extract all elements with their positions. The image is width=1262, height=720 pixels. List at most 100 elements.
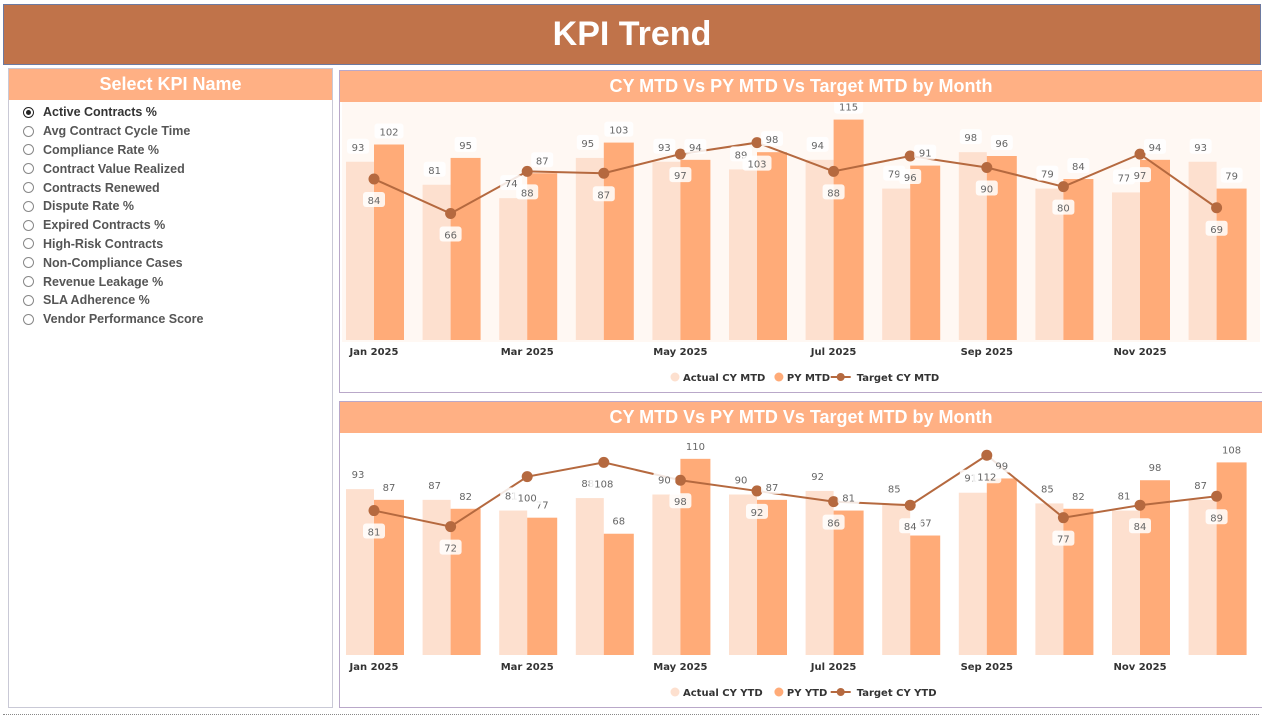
kpi-option[interactable]: High-Risk Contracts <box>9 235 332 254</box>
radio-button-icon[interactable] <box>23 200 34 212</box>
actual-data-label: 81 <box>505 492 518 503</box>
py-data-label: 96 <box>995 139 1008 150</box>
target-data-label-bg <box>1205 220 1228 236</box>
target-data-label-bg <box>1052 530 1075 546</box>
actual-bar <box>652 161 681 340</box>
radio-button-icon[interactable] <box>23 106 34 118</box>
target-data-label-bg <box>589 475 619 491</box>
py-data-label: 87 <box>536 156 549 167</box>
actual-data-label: 89 <box>735 150 748 161</box>
actual-bar <box>958 492 987 655</box>
target-data-label-bg <box>363 192 385 207</box>
target-point <box>1134 148 1146 160</box>
kpi-option[interactable]: Vendor Performance Score <box>9 310 332 329</box>
radio-button-icon[interactable] <box>23 219 34 231</box>
x-tick-label: May 2025 <box>653 662 707 673</box>
x-tick-label: Mar 2025 <box>501 347 554 358</box>
py-data-label-bg <box>607 512 630 528</box>
actual-data-label: 91 <box>964 474 977 485</box>
actual-bar <box>575 157 604 340</box>
target-data-label-bg <box>746 503 768 519</box>
radio-button-icon[interactable] <box>23 257 34 269</box>
kpi-option[interactable]: Contracts Renewed <box>9 178 332 197</box>
actual-data-label: 88 <box>581 479 594 490</box>
py-data-label-bg <box>761 478 783 494</box>
target-point <box>904 499 916 511</box>
target-data-label-bg <box>822 514 845 530</box>
py-data-label: 95 <box>459 141 472 152</box>
target-data-label: 92 <box>751 508 764 519</box>
radio-button-icon[interactable] <box>23 276 34 288</box>
actual-data-label: 74 <box>505 179 518 190</box>
py-data-label: 67 <box>919 519 932 530</box>
py-data-label: 82 <box>1072 492 1085 503</box>
chart-title: CY MTD Vs PY MTD Vs Target MTD by Month <box>340 71 1262 102</box>
radio-button-icon[interactable] <box>23 144 34 156</box>
py-data-label: 102 <box>379 128 398 139</box>
target-data-label: 112 <box>977 472 996 483</box>
target-data-label: 88 <box>827 188 840 199</box>
radio-button-icon[interactable] <box>23 313 34 325</box>
py-data-label: 110 <box>686 442 705 453</box>
actual-data-label: 87 <box>1194 481 1207 492</box>
target-data-label: 98 <box>674 497 687 508</box>
kpi-option[interactable]: Avg Contract Cycle Time <box>9 122 332 141</box>
py-bar <box>450 157 481 340</box>
legend-marker-icon <box>774 372 784 382</box>
actual-bar <box>1188 499 1217 655</box>
actual-bar <box>1112 192 1140 340</box>
py-data-label-bg <box>604 121 634 137</box>
actual-data-label-bg <box>423 161 446 177</box>
kpi-option[interactable]: Revenue Leakage % <box>9 272 332 291</box>
radio-button-icon[interactable] <box>23 163 34 175</box>
actual-data-label: 77 <box>1118 173 1131 184</box>
target-point <box>598 456 610 468</box>
radio-button-icon[interactable] <box>23 182 34 194</box>
py-data-label-bg <box>680 437 710 453</box>
radio-button-icon[interactable] <box>23 125 34 137</box>
target-data-label: 90 <box>980 185 993 196</box>
actual-data-label: 90 <box>735 476 748 487</box>
py-bar <box>757 152 787 340</box>
actual-data-label-bg <box>347 466 369 482</box>
legend-marker-icon <box>670 687 680 697</box>
x-tick-label: Nov 2025 <box>1113 347 1166 358</box>
py-data-label: 115 <box>839 103 858 114</box>
actual-data-label: 95 <box>581 139 594 150</box>
py-data-label: 103 <box>609 126 628 137</box>
actual-bar <box>499 510 528 655</box>
kpi-option[interactable]: Dispute Rate % <box>9 197 332 216</box>
target-data-label-bg <box>1129 167 1151 183</box>
py-data-label: 87 <box>383 483 396 494</box>
py-data-label-bg <box>374 123 404 139</box>
actual-data-label-bg <box>806 136 829 152</box>
kpi-option[interactable]: SLA Adherence % <box>9 291 332 310</box>
actual-bar <box>652 494 681 655</box>
actual-data-label: 87 <box>428 481 441 492</box>
actual-data-label: 79 <box>1041 170 1054 181</box>
radio-button-icon[interactable] <box>23 294 34 306</box>
target-point <box>521 471 533 483</box>
kpi-option[interactable]: Non-Compliance Cases <box>9 253 332 272</box>
radio-button-icon[interactable] <box>23 238 34 250</box>
slicer-title: Select KPI Name <box>9 69 332 100</box>
actual-data-label-bg <box>653 471 676 487</box>
target-data-label-bg <box>1052 199 1075 215</box>
kpi-option[interactable]: Active Contracts % <box>9 103 332 122</box>
legend-marker-icon <box>670 372 680 382</box>
target-point <box>981 162 993 173</box>
legend-marker-icon <box>774 687 784 697</box>
actual-data-label: 81 <box>428 166 441 177</box>
kpi-option[interactable]: Contract Value Realized <box>9 159 332 178</box>
kpi-option-label: Contracts Renewed <box>43 180 160 195</box>
legend-label: Actual CY YTD <box>683 688 763 699</box>
target-data-label: 86 <box>827 519 840 530</box>
target-data-label-bg <box>516 184 539 200</box>
kpi-option[interactable]: Compliance Rate % <box>9 141 332 160</box>
kpi-option-label: High-Risk Contracts <box>43 236 164 251</box>
page-title: KPI Trend <box>552 15 712 53</box>
target-data-label-bg <box>975 180 998 196</box>
kpi-option[interactable]: Expired Contracts % <box>9 216 332 235</box>
target-data-label: 100 <box>518 494 537 505</box>
